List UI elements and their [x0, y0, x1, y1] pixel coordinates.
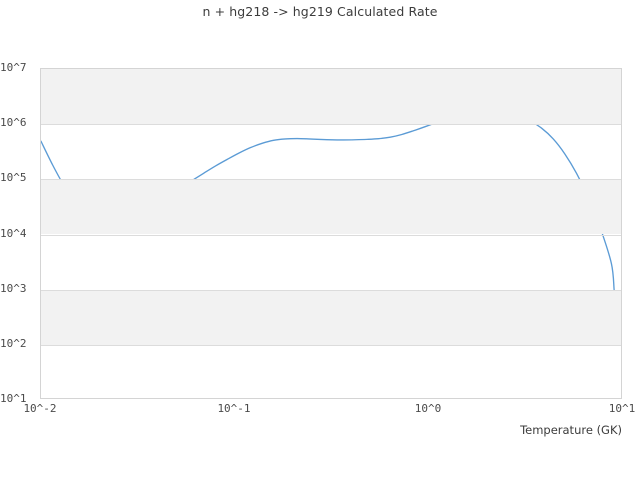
x-axis-tick-label: 10^-1 [217, 402, 251, 415]
y-axis-tick-label: 10^2 [0, 336, 27, 350]
y-axis-labels: 10^7 10^6 10^5 10^4 10^3 10^2 10^1 [0, 0, 38, 480]
x-axis-tick-label: 10^0 [414, 402, 442, 415]
y-axis-tick-label: 10^1 [0, 392, 27, 405]
horizontal-gridline [41, 235, 621, 236]
y-axis-tick-label: 10^4 [0, 226, 27, 240]
y-axis-tick-label: 10^7 [0, 61, 27, 74]
horizontal-gridline [41, 179, 621, 180]
y-axis-tick-label: 10^6 [0, 116, 27, 130]
chart-title: n + hg218 -> hg219 Calculated Rate [202, 4, 438, 19]
y-axis-tick-label: 10^3 [0, 281, 27, 295]
plot-band [41, 69, 621, 125]
horizontal-gridline [41, 345, 621, 346]
plot-area [40, 68, 622, 399]
x-axis-tick-label: 10^-2 [23, 402, 57, 415]
plot-band [41, 289, 621, 345]
horizontal-gridline [41, 124, 621, 125]
y-axis-tick-label: 10^5 [0, 171, 27, 185]
x-axis-title: Temperature (GK) [520, 423, 622, 437]
x-axis-tick-label: 10^1 [608, 402, 636, 415]
horizontal-gridline [41, 290, 621, 291]
plot-band [41, 179, 621, 235]
